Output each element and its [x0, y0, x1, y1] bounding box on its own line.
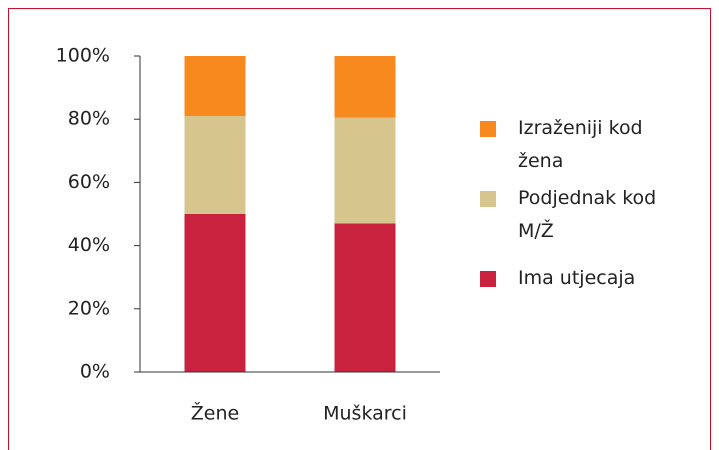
legend-label: Ima utjecaja — [518, 267, 636, 289]
bar-segment — [334, 56, 396, 118]
frame — [8, 8, 711, 450]
bar-segment — [334, 117, 396, 224]
legend-swatch — [480, 271, 496, 287]
legend-swatch — [480, 121, 496, 137]
y-tick-label: 20% — [68, 297, 110, 319]
y-tick-label: 100% — [56, 45, 110, 67]
x-tick-label: Muškarci — [323, 403, 407, 425]
bar-segment — [184, 116, 246, 214]
y-tick-label: 60% — [68, 171, 110, 193]
legend-label: Podjednak kod M/Ž — [518, 187, 657, 242]
legend-label: Izraženiji kod žena — [518, 117, 643, 172]
x-tick-label: Žene — [191, 402, 239, 425]
y-tick-label: 0% — [80, 361, 110, 383]
y-tick-label: 40% — [68, 234, 110, 256]
legend-swatch — [480, 191, 496, 207]
y-tick-label: 80% — [68, 108, 110, 130]
bar-segment — [334, 223, 396, 372]
bar-segment — [184, 214, 246, 372]
bar-segment — [184, 56, 246, 117]
